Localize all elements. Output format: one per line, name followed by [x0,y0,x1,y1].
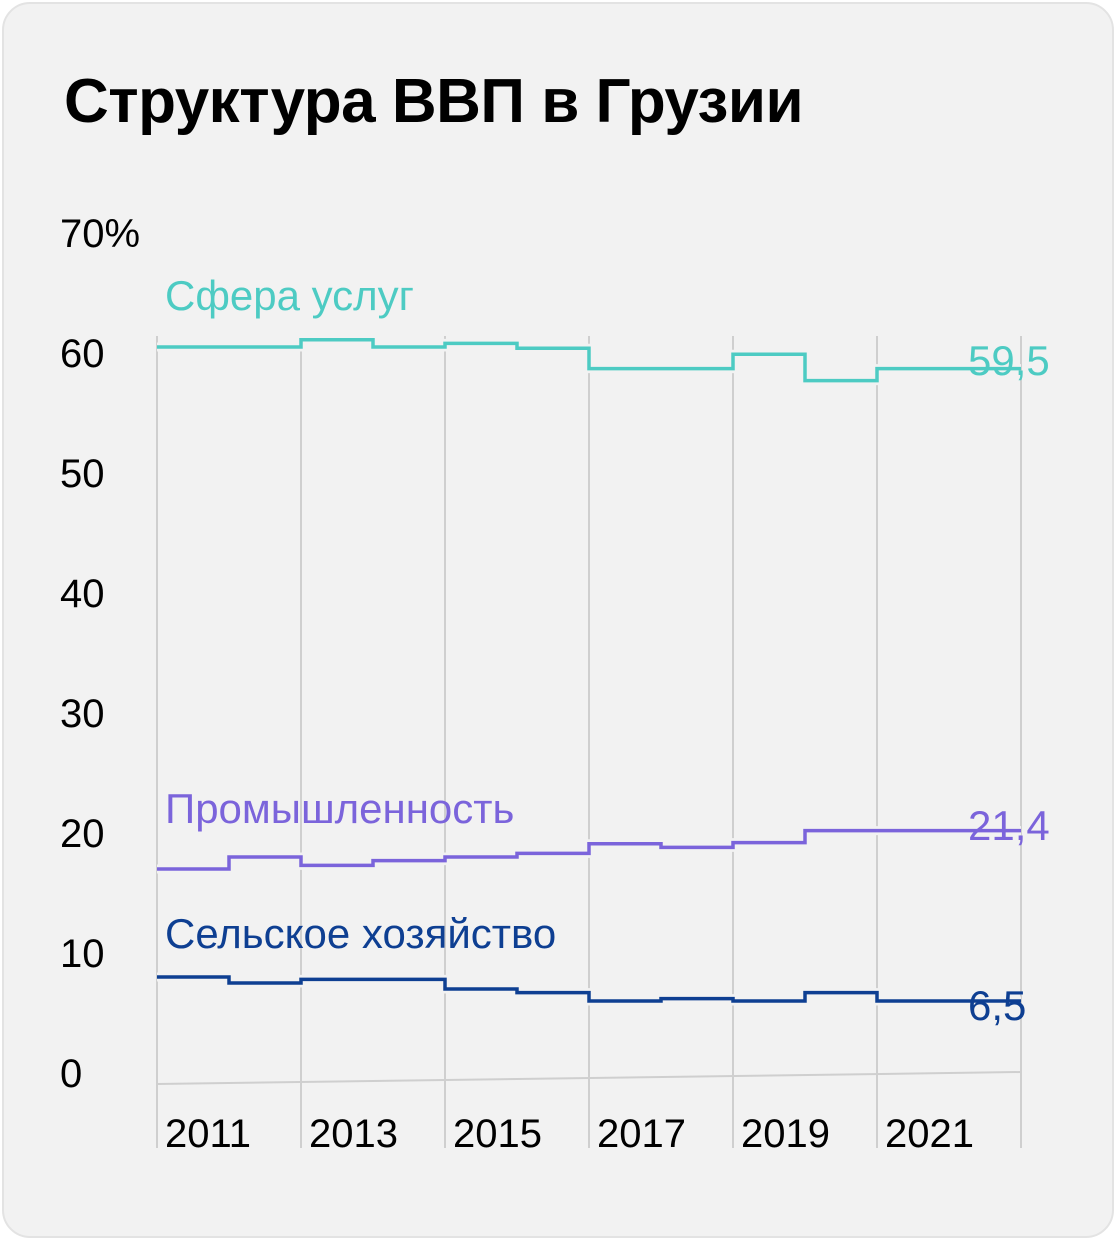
y-tick-label: 0 [60,1052,82,1096]
x-axis-baseline [156,1071,1022,1085]
series-line [157,828,1021,871]
series-label: Промышленность [165,785,514,832]
series-label: Сфера услуг [165,272,414,319]
y-tick-label: 40 [60,572,105,616]
y-tick-label: 50 [60,452,105,496]
x-tick-label: 2013 [309,1112,398,1156]
x-tick-label: 2019 [741,1112,830,1156]
y-tick-label: 60 [60,332,105,376]
y-tick-label: 70% [60,212,140,256]
series-label: Сельское хозяйство [165,910,556,957]
series-line [157,338,1021,383]
end-value-label: 6,5 [968,982,1026,1029]
end-value-label: 21,4 [968,802,1050,849]
end-value-label: 59,5 [968,337,1050,384]
x-tick-label: 2021 [885,1112,974,1156]
x-tick-label: 2017 [597,1112,686,1156]
y-tick-label: 10 [60,932,105,976]
series-line [157,975,1021,1003]
y-tick-label: 20 [60,812,105,856]
x-tick-label: 2011 [165,1112,251,1156]
chart-title: Структура ВВП в Грузии [64,67,804,136]
y-tick-label: 30 [60,692,105,736]
x-tick-label: 2015 [453,1112,542,1156]
